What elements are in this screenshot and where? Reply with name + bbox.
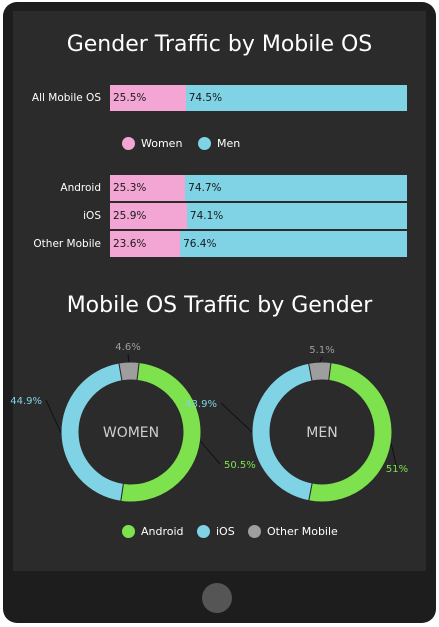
slice-label: 43.9% (185, 399, 217, 410)
donut-chart-title: Mobile OS Traffic by Gender (66, 293, 373, 318)
bar-chart-title: Gender Traffic by Mobile OS (66, 32, 373, 57)
donut-men: 51% 43.9% 5.1% MEN (185, 345, 408, 503)
bar-label-ios: iOS (83, 210, 101, 222)
donut-center-label: MEN (306, 425, 337, 441)
women-segment: 25.9% (110, 203, 187, 229)
legend-other-label: Other Mobile (267, 525, 338, 538)
leader-line (200, 440, 221, 465)
bar-ios: 25.9% 74.1% (110, 203, 407, 229)
slice-android (308, 362, 393, 503)
slice-label: 50.5% (224, 460, 256, 471)
legend-women-label: Women (141, 137, 183, 150)
legend-men-label: Men (217, 137, 241, 150)
bar-label-other-mobile: Other Mobile (33, 238, 101, 250)
legend-android-label: Android (141, 525, 184, 538)
leader-line (220, 402, 253, 433)
slice-label: 44.9% (10, 396, 42, 407)
women-segment: 25.3% (110, 175, 186, 201)
bar-label-android: Android (60, 182, 101, 194)
os-legend-other: Other Mobile (248, 525, 338, 538)
home-button[interactable] (202, 583, 232, 613)
bar-android: 25.3% 74.7% (110, 175, 407, 201)
other-dot (248, 525, 261, 538)
os-legend-ios: iOS (197, 525, 235, 538)
women-segment: 25.5% (110, 85, 186, 111)
men-segment: 74.1% (186, 203, 407, 229)
gender-legend-women: Women (122, 137, 182, 150)
women-segment: 23.6% (110, 231, 181, 257)
slice-other-mobile (308, 361, 332, 382)
bar-other-mobile: 23.6% 76.4% (110, 231, 407, 257)
gender-legend-men: Men (198, 137, 240, 150)
men-segment: 74.7% (185, 175, 407, 201)
donut-women: 50.5% 44.9% 4.6% WOMEN (10, 342, 256, 503)
slice-ios (251, 362, 313, 502)
donut-center-label: WOMEN (103, 425, 159, 441)
ios-dot (197, 525, 210, 538)
os-legend-android: Android (122, 525, 184, 538)
legend-ios-label: iOS (216, 525, 235, 538)
men-segment: 74.5% (185, 85, 407, 111)
bar-label-all-mobile-os: All Mobile OS (31, 92, 101, 104)
bar-all-mobile-os: 25.5% 74.5% (110, 85, 407, 111)
leader-line (319, 356, 323, 363)
leader-line (390, 443, 398, 469)
men-segment: 76.4% (180, 231, 407, 257)
slice-label: 51% (386, 464, 408, 475)
slice-label: 4.6% (115, 342, 140, 353)
slice-label: 5.1% (309, 345, 334, 356)
men-dot (198, 137, 211, 150)
leader-line (45, 399, 62, 434)
women-dot (122, 137, 135, 150)
slice-other-mobile (118, 361, 140, 382)
android-dot (122, 525, 135, 538)
leader-line (127, 353, 130, 363)
